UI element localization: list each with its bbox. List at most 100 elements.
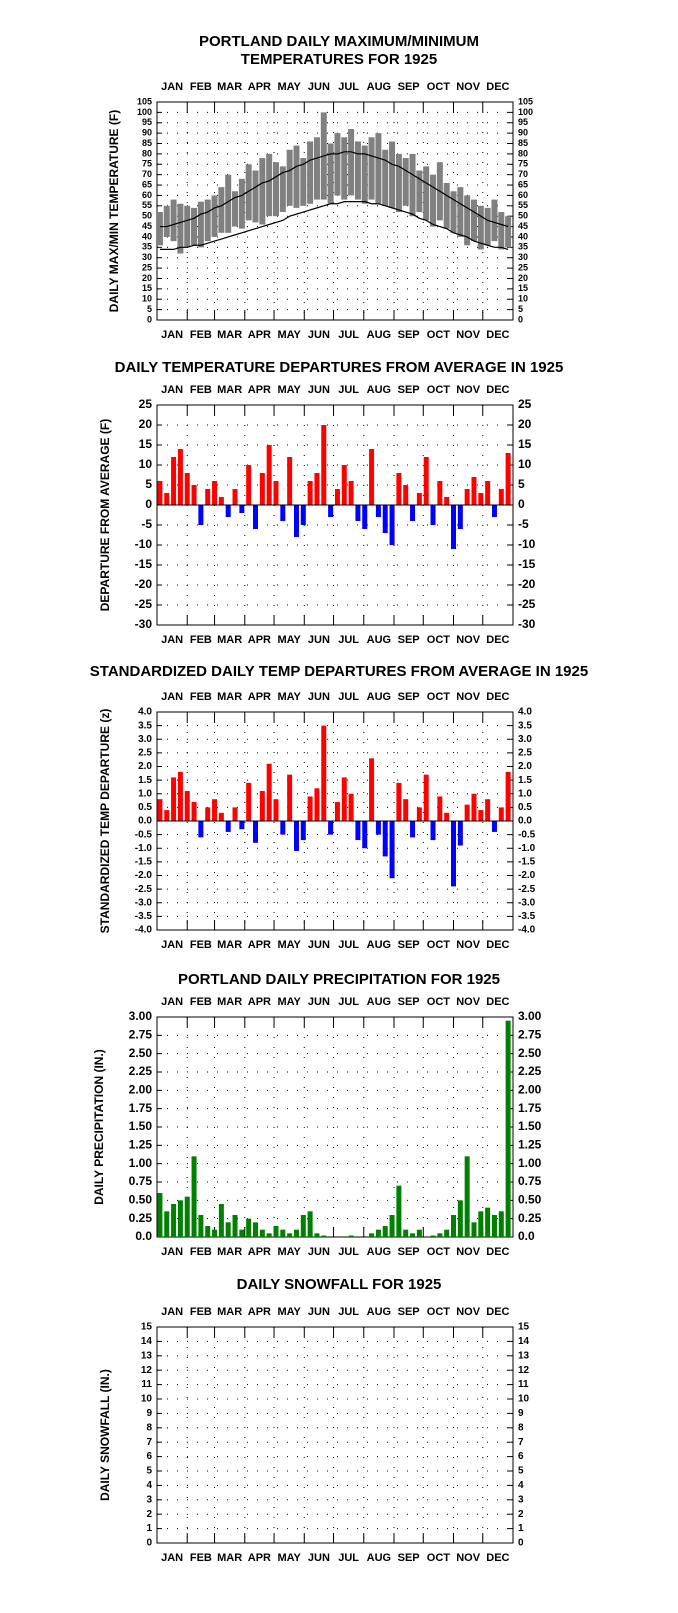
bar <box>505 771 511 821</box>
y-axis-title: DAILY MAX/MIN TEMPERATURE (F) <box>107 110 121 312</box>
month-label: DEC <box>486 691 509 703</box>
y-tick-label: -2.5 <box>135 884 153 895</box>
month-label: JAN <box>161 939 183 951</box>
y-axis-title: DAILY SNOWFALL (IN.) <box>98 1369 112 1501</box>
month-label: OCT <box>427 1246 451 1258</box>
y-tick-label-right: 90 <box>518 128 528 138</box>
bar <box>355 505 361 521</box>
y-tick-label-right: 75 <box>518 159 528 169</box>
y-tick-label: 35 <box>142 242 152 252</box>
y-tick-label: 2.00 <box>129 1083 153 1097</box>
y-tick-label-right: 95 <box>518 117 528 127</box>
bar <box>293 505 299 537</box>
bar <box>491 821 497 832</box>
month-label: FEB <box>190 329 212 341</box>
range-bar <box>416 170 423 213</box>
month-label: MAR <box>217 939 242 951</box>
month-label: AUG <box>367 81 391 93</box>
bar <box>266 763 272 821</box>
y-tick-label-right: 85 <box>518 138 528 148</box>
y-tick-label: 65 <box>142 179 152 189</box>
bar <box>171 777 177 821</box>
month-label: DEC <box>486 634 509 646</box>
y-tick-label-right: -5 <box>518 517 529 531</box>
range-bar <box>334 133 341 196</box>
range-bar <box>191 207 198 246</box>
range-bar <box>272 162 279 217</box>
y-tick-label: 0 <box>146 1538 152 1549</box>
month-label: MAY <box>277 1246 301 1258</box>
y-tick-label: 1.75 <box>129 1101 153 1115</box>
bar <box>478 810 484 821</box>
bar <box>300 1215 306 1237</box>
y-tick-label: 3 <box>146 1494 152 1505</box>
bar <box>307 1211 313 1237</box>
bar <box>191 485 197 505</box>
y-tick-label-right: 105 <box>518 96 533 106</box>
y-tick-label: 55 <box>142 200 152 210</box>
month-label: APR <box>248 329 271 341</box>
range-bar <box>211 195 218 237</box>
month-label: FEB <box>190 1306 212 1318</box>
month-label: FEB <box>190 1552 212 1564</box>
bar <box>444 497 450 505</box>
y-tick-label-right: 0 <box>518 497 525 511</box>
bar <box>157 1193 163 1237</box>
bar <box>362 505 368 529</box>
range-bar <box>464 195 471 246</box>
month-label: MAY <box>277 1306 301 1318</box>
bar <box>430 1235 436 1237</box>
bar <box>491 505 497 517</box>
bar <box>212 799 218 821</box>
month-label: MAY <box>277 81 301 93</box>
month-label: SEP <box>398 329 420 341</box>
month-label: OCT <box>427 691 451 703</box>
bar <box>280 821 286 835</box>
range-bar <box>163 205 170 237</box>
month-label: APR <box>248 1246 271 1258</box>
y-tick-label-right: -2.0 <box>518 870 536 881</box>
month-label: APR <box>248 996 271 1008</box>
y-tick-label-right: -1.5 <box>518 857 536 868</box>
y-tick-label: 50 <box>142 211 152 221</box>
range-bar <box>402 158 409 206</box>
month-label: JUL <box>338 1246 359 1258</box>
month-label: OCT <box>427 384 451 396</box>
y-tick-label-right: -3.5 <box>518 911 536 922</box>
bar <box>198 821 204 838</box>
bar <box>375 821 381 835</box>
y-tick-label-right: 5 <box>518 477 525 491</box>
month-label: DEC <box>486 939 509 951</box>
bar <box>246 782 252 821</box>
month-label: APR <box>248 1306 271 1318</box>
range-bar <box>395 153 402 213</box>
bar <box>403 799 409 821</box>
bar <box>471 793 477 821</box>
month-label: JUN <box>308 329 330 341</box>
bar <box>382 821 388 857</box>
month-label: JAN <box>161 1246 183 1258</box>
month-label: JUN <box>308 1552 330 1564</box>
bar <box>232 489 238 505</box>
bar <box>191 801 197 821</box>
bar <box>389 821 395 879</box>
bar <box>259 791 265 821</box>
range-bar <box>327 143 334 204</box>
bar <box>177 1200 183 1237</box>
y-tick-label-right: 1.50 <box>518 1119 542 1133</box>
y-axis-title: DEPARTURE FROM AVERAGE (F) <box>98 419 112 611</box>
month-label: JAN <box>161 691 183 703</box>
bar <box>396 782 402 821</box>
y-tick-label-right: -1.0 <box>518 843 536 854</box>
range-bar <box>375 133 382 204</box>
y-tick-label-right: 6 <box>518 1451 524 1462</box>
range-bar <box>293 145 300 208</box>
range-bar <box>423 166 430 221</box>
y-tick-label: 100 <box>137 107 152 117</box>
y-tick-label-right: 25 <box>518 262 528 272</box>
bar <box>362 821 368 849</box>
y-tick-label: -20 <box>135 577 153 591</box>
y-tick-label: 12 <box>141 1365 153 1376</box>
bar <box>423 457 429 505</box>
bar <box>225 505 231 517</box>
